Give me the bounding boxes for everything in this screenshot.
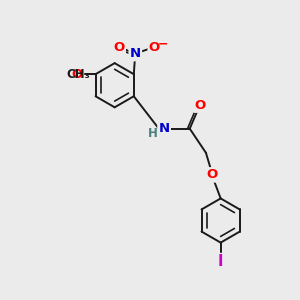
Text: I: I (218, 254, 224, 269)
Text: H: H (147, 128, 157, 140)
Text: O: O (206, 168, 218, 182)
Text: O: O (113, 40, 125, 54)
Text: −: − (158, 37, 168, 50)
Text: O: O (194, 99, 206, 112)
Text: O: O (72, 68, 83, 81)
Text: N: N (159, 122, 170, 135)
Text: CH₃: CH₃ (66, 68, 90, 81)
Text: N: N (130, 47, 141, 60)
Text: O: O (149, 40, 160, 54)
